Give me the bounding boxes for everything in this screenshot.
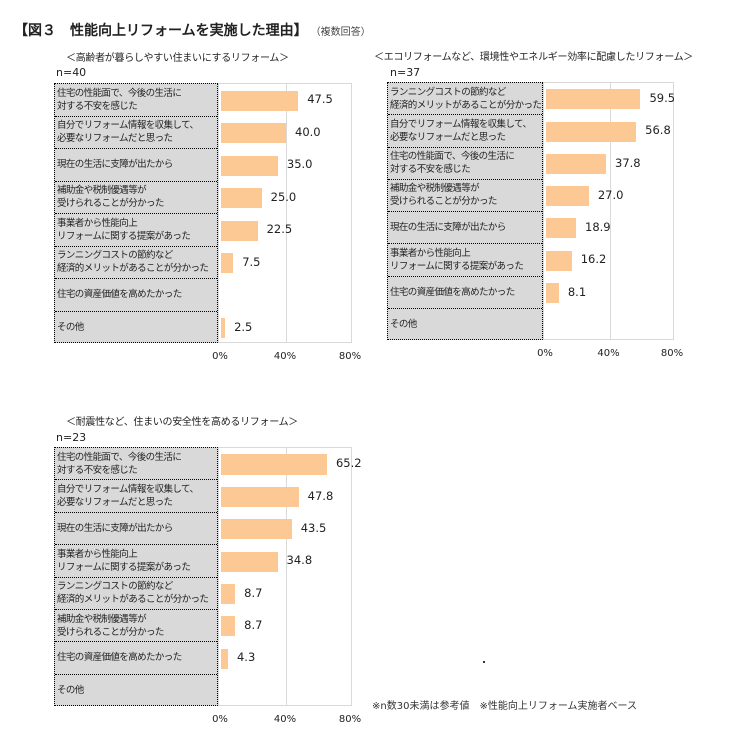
- bar: [546, 153, 606, 174]
- x-tick-label: 80%: [338, 714, 362, 725]
- bar: [221, 90, 299, 111]
- data-label: 8.1: [567, 284, 587, 299]
- plot-area: 59.5 56.8 37.8 27.0 18.9 16.2 8.1: [543, 82, 676, 340]
- category-label: 住宅の性能面で、今後の生活に 対する不安を感じた: [55, 448, 217, 481]
- footnote: ※n数30未満は参考値 ※性能向上リフォーム実施者ベース: [372, 701, 638, 712]
- x-tick-label: 40%: [597, 348, 620, 359]
- x-tick-label: 0%: [212, 714, 228, 725]
- gridline: [673, 83, 674, 339]
- data-label: 47.5: [307, 92, 333, 107]
- data-label: 56.8: [645, 123, 671, 138]
- gridline: [351, 448, 352, 705]
- category-label: ランニングコストの節約など 経済的メリットがあることが分かった: [55, 247, 217, 279]
- figure-title-text: 【図３ 性能向上リフォームを実施した理由】: [14, 23, 308, 39]
- category-label: 事業者から性能向上 リフォームに関する提案があった: [55, 214, 217, 247]
- category-label: 住宅の性能面で、今後の生活に 対する不安を感じた: [55, 84, 217, 117]
- data-label: 59.5: [649, 91, 676, 106]
- bar: [221, 318, 226, 339]
- x-tick-label: 80%: [338, 351, 362, 362]
- chart-title: ＜耐震性など、住まいの安全性を高めるリフォーム＞: [66, 417, 298, 428]
- bar: [221, 551, 278, 572]
- category-label: 事業者から性能向上 リフォームに関する提案があった: [388, 244, 542, 277]
- sample-size: n=40: [56, 66, 87, 79]
- bar: [221, 486, 299, 507]
- bar: [221, 583, 236, 605]
- category-labels: ランニングコストの節約など 経済的メリットがあることが分かった 自分でリフォーム情…: [387, 82, 543, 340]
- category-label: 補助金や税制優遇等が 受けられることが分かった: [388, 180, 542, 212]
- bar: [221, 616, 236, 637]
- data-label: 8.7: [244, 618, 263, 633]
- bar: [221, 454, 327, 475]
- gridline: [286, 448, 287, 705]
- gridline: [351, 84, 352, 342]
- stray-dot: [483, 661, 485, 663]
- plot-area: 47.5 40.0 35.0 25.0 22.5 7.5 2.5: [218, 83, 352, 343]
- chart-title: ＜高齢者が暮らしやすい住まいにするリフォーム＞: [66, 53, 289, 64]
- category-label: 住宅の資産価値を高めたかった: [388, 277, 542, 309]
- bar: [221, 253, 234, 274]
- category-label: 住宅の資産価値を高めたかった: [55, 279, 217, 312]
- bar: [546, 121, 637, 142]
- bar: [221, 519, 292, 540]
- bar: [221, 188, 262, 209]
- bar: [546, 282, 559, 303]
- sample-size: n=37: [390, 66, 421, 79]
- category-label: 補助金や税制優遇等が 受けられることが分かった: [55, 610, 217, 643]
- data-label: 16.2: [580, 252, 607, 267]
- category-labels: 住宅の性能面で、今後の生活に 対する不安を感じた 自分でリフォーム情報を収集して、…: [54, 447, 218, 706]
- data-label: 22.5: [266, 222, 293, 237]
- gridline: [286, 84, 287, 342]
- category-label: 現在の生活に支障が出たから: [55, 149, 217, 182]
- data-label: 37.8: [615, 155, 641, 170]
- bar: [546, 218, 576, 239]
- data-label: 47.8: [307, 488, 334, 503]
- category-label: 自分でリフォーム情報を収集して、 必要なリフォームだと思った: [55, 117, 217, 149]
- category-labels: 住宅の性能面で、今後の生活に 対する不安を感じた 自分でリフォーム情報を収集して、…: [54, 83, 218, 343]
- data-label: 4.3: [236, 650, 256, 665]
- bar: [546, 89, 641, 110]
- data-label: 35.0: [286, 157, 313, 172]
- figure-title-note: （複数回答）: [315, 27, 371, 38]
- category-label: ランニングコストの節約など 経済的メリットがあることが分かった: [55, 578, 217, 610]
- category-label: その他: [57, 322, 84, 334]
- data-label: 43.5: [300, 520, 327, 535]
- data-label: 2.5: [234, 319, 253, 334]
- x-tick-label: 40%: [273, 351, 297, 362]
- category-label: 現在の生活に支障が出たから: [55, 513, 217, 546]
- category-label: その他: [57, 685, 84, 697]
- bar: [221, 648, 228, 669]
- bar: [221, 123, 286, 144]
- category-label: 住宅の性能面で、今後の生活に 対する不安を感じた: [388, 148, 542, 180]
- category-label: 現在の生活に支障が出たから: [388, 212, 542, 245]
- x-tick-label: 80%: [660, 348, 684, 359]
- bar: [221, 155, 278, 176]
- category-label: 事業者から性能向上 リフォームに関する提案があった: [55, 545, 217, 578]
- data-label: 8.7: [244, 585, 263, 600]
- data-label: 27.0: [597, 187, 624, 202]
- gridline: [609, 83, 611, 339]
- bar: [546, 250, 572, 271]
- category-label: 住宅の資産価値を高めたかった: [55, 642, 217, 675]
- category-label: ランニングコストの節約など 経済的メリットがあることが分かった: [388, 83, 542, 116]
- plot-area: 65.2 47.8 43.5 34.8 8.7 8.7 4.3: [218, 447, 362, 706]
- data-label: 25.0: [270, 189, 297, 204]
- bar: [221, 220, 258, 241]
- bar: [546, 186, 589, 207]
- data-label: 40.0: [295, 124, 321, 139]
- sample-size: n=23: [56, 431, 87, 444]
- x-tick-label: 40%: [273, 714, 297, 725]
- chart-title: ＜エコリフォームなど、環境性やエネルギー効率に配慮したリフォーム＞: [374, 52, 693, 63]
- x-tick-label: 0%: [212, 351, 228, 362]
- data-label: 65.2: [335, 456, 362, 471]
- data-label: 18.9: [585, 220, 611, 235]
- category-label: 自分でリフォーム情報を収集して、 必要なリフォームだと思った: [388, 115, 542, 148]
- category-label: 補助金や税制優遇等が 受けられることが分かった: [55, 182, 217, 214]
- category-label: その他: [390, 319, 417, 331]
- category-label: 自分でリフォーム情報を収集して、 必要なリフォームだと思った: [55, 480, 217, 513]
- x-tick-label: 0%: [537, 348, 553, 359]
- data-label: 7.5: [242, 254, 261, 269]
- data-label: 34.8: [286, 553, 313, 568]
- figure-title: 【図３ 性能向上リフォームを実施した理由】 （複数回答）: [14, 20, 371, 40]
